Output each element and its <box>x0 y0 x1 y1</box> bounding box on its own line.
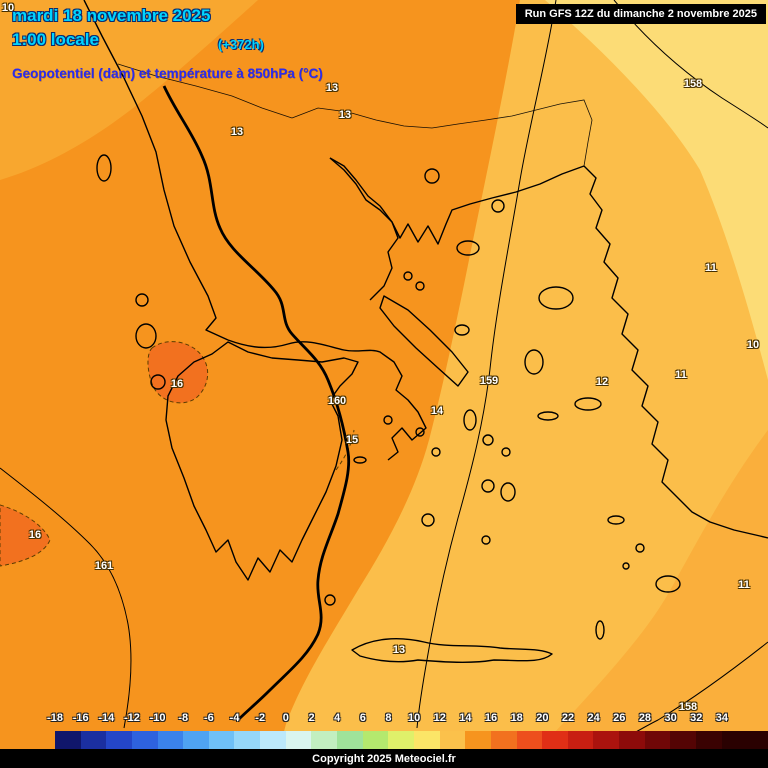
contour-161 <box>0 467 132 729</box>
scale-cell <box>644 731 671 749</box>
scale-ticks: -18 -16 -14 -12 -10 -8 -6 -4 -2 0 2 4 6 8 10 12 14 16 18 20… <box>0 712 768 728</box>
date-label: mardi 18 novembre 2025 <box>12 6 211 25</box>
scale-tick: 32 <box>690 712 703 724</box>
geopotential-contours <box>0 0 768 741</box>
scale-tick: 0 <box>282 712 289 724</box>
region-pale-yellow <box>545 0 768 380</box>
scale-tick: 16 <box>484 712 498 724</box>
scale-cell <box>542 731 568 749</box>
scale-cell <box>80 731 107 749</box>
region-orange-dark-edge <box>0 504 51 567</box>
scale-cell <box>157 731 184 749</box>
scale-tick: -10 <box>149 712 166 724</box>
scale-tick: 30 <box>664 712 677 724</box>
scale-cell <box>106 731 132 749</box>
scale-cell <box>670 731 697 749</box>
map-legend-title: Geopotentiel (dam) et température à 850h… <box>12 66 323 81</box>
scale-tick: -4 <box>229 712 240 724</box>
scale-cell <box>208 731 235 749</box>
scale-tick: 14 <box>459 712 472 724</box>
scale-cell <box>183 731 209 749</box>
scale-cell <box>388 731 414 749</box>
scale-tick: -18 <box>47 712 63 724</box>
contour-160-bold <box>162 85 351 721</box>
forecast-offset-label: (+372h) <box>218 37 264 52</box>
scale-tick: 10 <box>407 712 421 724</box>
scale-tick: -8 <box>178 712 189 724</box>
scale-cell <box>337 731 363 749</box>
scale-cell <box>696 731 722 749</box>
scale-tick: 26 <box>613 712 626 724</box>
region-orange-main <box>0 0 520 768</box>
region-amber <box>522 430 768 768</box>
copyright-text: Copyright 2025 Meteociel.fr <box>312 752 456 765</box>
scale-cell <box>362 731 389 749</box>
contour-158-top <box>613 0 768 129</box>
scale-tick: 12 <box>433 712 446 724</box>
scale-tick: 24 <box>587 712 600 724</box>
coastlines <box>83 0 768 664</box>
islands <box>96 154 681 640</box>
scale-cell <box>413 731 440 749</box>
scale-tick: 34 <box>715 712 729 724</box>
scale-tick: 28 <box>638 712 652 724</box>
scale-tick: -16 <box>72 712 89 724</box>
scale-cell <box>619 731 645 749</box>
scale-cell <box>439 731 466 749</box>
time-label: 1:00 locale <box>12 30 99 49</box>
scale-cell <box>285 731 312 749</box>
scale-tick: 18 <box>510 712 523 724</box>
scale-tick: 20 <box>536 712 549 724</box>
scale-cell <box>593 731 620 749</box>
scale-tick: 22 <box>561 712 575 724</box>
scale-tick: -12 <box>123 712 140 724</box>
scale-cell <box>567 731 594 749</box>
scale-cell <box>311 731 338 749</box>
scale-cell <box>490 731 517 749</box>
model-run-info: Run GFS 12Z du dimanche 2 novembre 2025 <box>515 4 766 24</box>
scale-cell <box>260 731 286 749</box>
scale-cell <box>131 731 158 749</box>
scale-tick: 4 <box>334 712 341 724</box>
copyright-bar: Copyright 2025 Meteociel.fr <box>0 749 768 768</box>
country-borders <box>117 63 593 167</box>
scale-cell <box>234 731 261 749</box>
contour-159 <box>416 0 557 729</box>
color-scale-bar <box>55 731 768 749</box>
scale-tick: -14 <box>98 712 115 724</box>
scale-tick: 8 <box>385 712 392 724</box>
scale-cell-overflow <box>721 731 768 749</box>
scale-tick: 2 <box>308 712 315 724</box>
scale-tick: 6 <box>359 712 366 724</box>
scale-tick: -2 <box>255 712 266 724</box>
scale-tick: -6 <box>204 712 214 724</box>
scale-cell <box>465 731 491 749</box>
scale-cell <box>55 731 81 749</box>
scale-cell <box>516 731 543 749</box>
